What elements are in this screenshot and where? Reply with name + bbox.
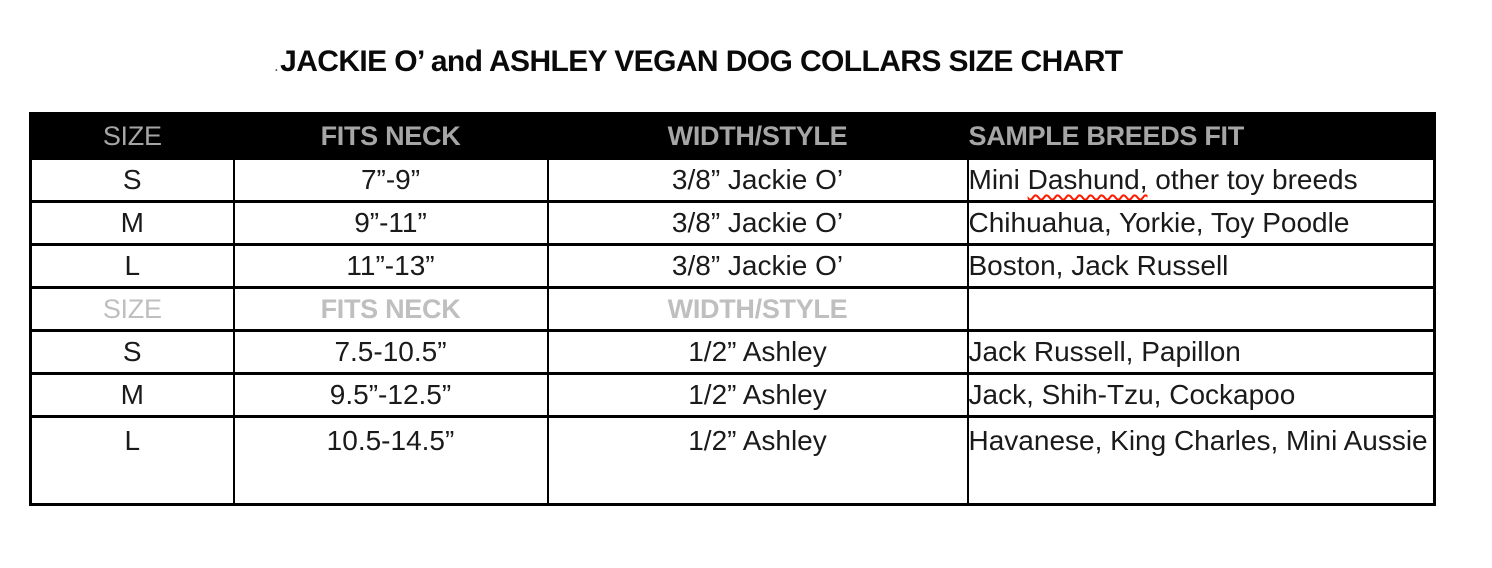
breeds-cell: Jack, Shih-Tzu, Cockapoo bbox=[966, 372, 1436, 418]
width-style-cell: 3/8” Jackie O’ bbox=[546, 243, 969, 289]
fits-neck-cell: 7”-9” bbox=[232, 157, 549, 203]
breeds-text: Mini bbox=[968, 164, 1028, 195]
size-cell: M bbox=[29, 372, 235, 418]
table-row-jackie-m: M 9”-11” 3/8” Jackie O’ Chihuahua, Yorki… bbox=[29, 200, 1436, 246]
fits-neck-cell: 10.5-14.5” bbox=[232, 415, 549, 506]
width-style-cell: 1/2” Ashley bbox=[546, 415, 969, 506]
table-header-row: SIZE FITS NECK WIDTH/STYLE SAMPLE BREEDS… bbox=[29, 112, 1436, 160]
width-style-cell: 3/8” Jackie O’ bbox=[546, 157, 969, 203]
breeds-cell: Chihuahua, Yorkie, Toy Poodle bbox=[966, 200, 1436, 246]
subheader-cell-size: SIZE bbox=[29, 286, 235, 332]
size-cell: S bbox=[29, 157, 235, 203]
table-row-jackie-s: S 7”-9” 3/8” Jackie O’ Mini Dashund, oth… bbox=[29, 157, 1436, 203]
size-cell: M bbox=[29, 200, 235, 246]
width-style-cell: 1/2” Ashley bbox=[546, 372, 969, 418]
breeds-cell: Boston, Jack Russell bbox=[966, 243, 1436, 289]
header-cell-size: SIZE bbox=[29, 112, 235, 160]
header-cell-width-style: WIDTH/STYLE bbox=[546, 112, 969, 160]
size-chart-table: SIZE FITS NECK WIDTH/STYLE SAMPLE BREEDS… bbox=[29, 112, 1436, 506]
subheader-cell-width-style: WIDTH/STYLE bbox=[546, 286, 969, 332]
table-row-ashley-s: S 7.5-10.5” 1/2” Ashley Jack Russell, Pa… bbox=[29, 329, 1436, 375]
breeds-cell: Mini Dashund, other toy breeds bbox=[966, 157, 1436, 203]
fits-neck-cell: 7.5-10.5” bbox=[232, 329, 549, 375]
size-cell: S bbox=[29, 329, 235, 375]
width-style-cell: 3/8” Jackie O’ bbox=[546, 200, 969, 246]
header-cell-sample-breeds: SAMPLE BREEDS FIT bbox=[966, 112, 1436, 160]
table-row-jackie-l: L 11”-13” 3/8” Jackie O’ Boston, Jack Ru… bbox=[29, 243, 1436, 289]
fits-neck-cell: 9.5”-12.5” bbox=[232, 372, 549, 418]
breeds-text: other toy breeds bbox=[1147, 164, 1358, 195]
title-leading-period: . bbox=[274, 56, 279, 75]
table-row-ashley-l: L 10.5-14.5” 1/2” Ashley Havanese, King … bbox=[29, 415, 1436, 506]
header-cell-fits-neck: FITS NECK bbox=[232, 112, 549, 160]
page-title-text: JACKIE O’ and ASHLEY VEGAN DOG COLLARS S… bbox=[280, 45, 1123, 78]
table-row-ashley-m: M 9.5”-12.5” 1/2” Ashley Jack, Shih-Tzu,… bbox=[29, 372, 1436, 418]
fits-neck-cell: 11”-13” bbox=[232, 243, 549, 289]
fits-neck-cell: 9”-11” bbox=[232, 200, 549, 246]
breeds-cell: Jack Russell, Papillon bbox=[966, 329, 1436, 375]
breeds-cell: Havanese, King Charles, Mini Aussie bbox=[966, 415, 1436, 506]
width-style-cell: 1/2” Ashley bbox=[546, 329, 969, 375]
subheader-cell-empty bbox=[966, 286, 1436, 332]
subheader-cell-fits-neck: FITS NECK bbox=[232, 286, 549, 332]
size-cell: L bbox=[29, 415, 235, 506]
size-cell: L bbox=[29, 243, 235, 289]
misspelled-word: Dashund, bbox=[1027, 164, 1148, 195]
table-subheader-row: SIZE FITS NECK WIDTH/STYLE bbox=[29, 286, 1436, 332]
page-title: .JACKIE O’ and ASHLEY VEGAN DOG COLLARS … bbox=[274, 45, 1123, 79]
